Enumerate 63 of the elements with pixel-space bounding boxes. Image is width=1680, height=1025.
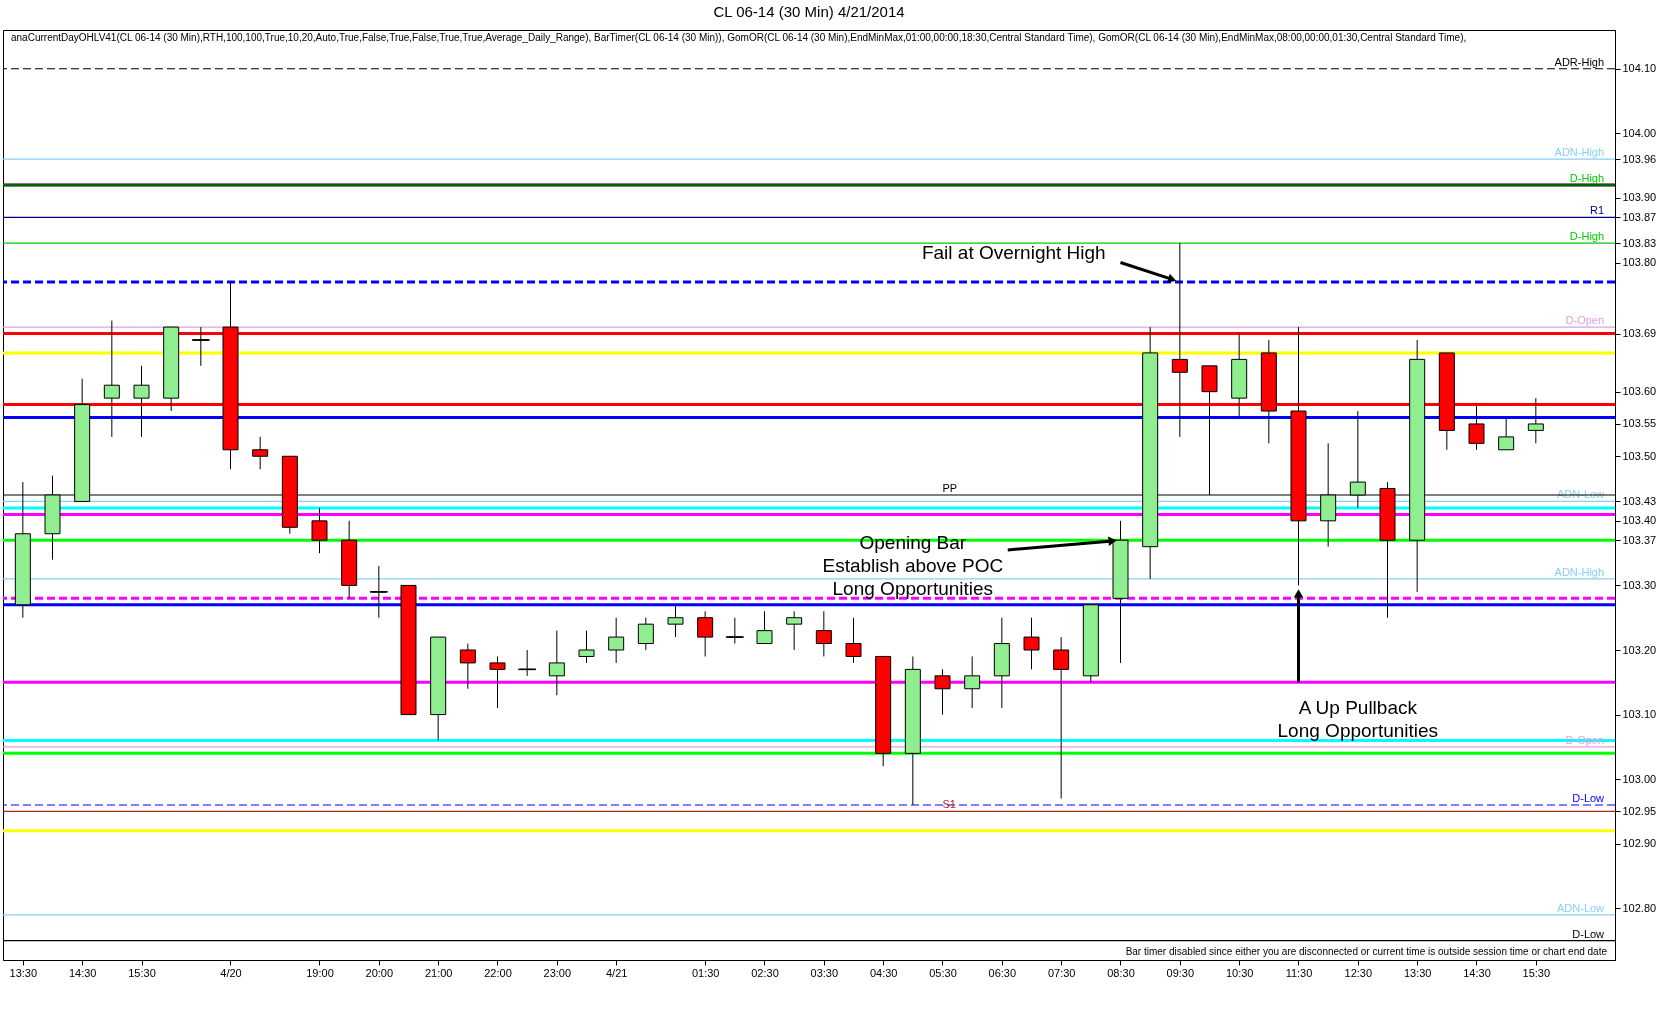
y-tick-label: 104.00 — [1622, 126, 1657, 139]
annotation: Fail at Overnight High — [921, 241, 1106, 263]
x-tick-label: 07:30 — [1047, 966, 1076, 979]
y-tick-label: 102.95 — [1622, 804, 1657, 817]
y-tick-label: 103.00 — [1622, 772, 1657, 785]
ref-line-label: D-Open — [1565, 733, 1605, 746]
ref-line-label: R1 — [1590, 204, 1605, 217]
y-tick-label: 103.60 — [1622, 385, 1657, 398]
ref-line-label: ADN-High — [1554, 565, 1605, 578]
x-tick-label: 13:30 — [9, 966, 38, 979]
y-tick-label: 103.80 — [1622, 256, 1657, 268]
x-tick-label: 14:30 — [68, 966, 97, 979]
ref-line-label: ADR-High — [1554, 55, 1605, 68]
ref-line-label: D-Low — [1572, 792, 1605, 804]
annotation: Bar timer disabled since either you are disconnected or current time is outside session time or chart end date — [1125, 946, 1608, 957]
ref-line-label: ADN-High — [1554, 146, 1605, 159]
x-tick-label: 21:00 — [424, 966, 453, 979]
x-tick-label: 23:00 — [543, 966, 572, 979]
x-tick-label: 01:30 — [691, 966, 720, 979]
ref-line-label: D-Low — [1572, 927, 1605, 940]
x-tick-label: 09:30 — [1166, 966, 1195, 979]
y-tick-label: 103.90 — [1622, 191, 1657, 204]
x-tick-label: 14:30 — [1463, 966, 1491, 979]
y-tick-label: 103.55 — [1622, 417, 1657, 430]
x-tick-label: 10:30 — [1225, 966, 1254, 979]
x-tick-label: 13:30 — [1403, 966, 1432, 979]
x-tick-label: 11:30 — [1285, 966, 1313, 979]
x-tick-label: 08:30 — [1107, 966, 1135, 979]
x-tick-label: 20:00 — [365, 966, 394, 979]
ref-line-label: PP — [942, 482, 958, 494]
y-tick-label: 103.30 — [1622, 578, 1657, 591]
y-tick-label: 103.20 — [1622, 643, 1657, 656]
x-tick-label: 15:30 — [1522, 966, 1551, 979]
annotation: anaCurrentDayOHLV41(CL 06-14 (30 Min),RTH,100,100,True,10,20,Auto,True,False,True,False,True,True,Average_Daily_Range), BarTimer(CL 06-14 (30 Min)), GomOR(CL 06-14 (30 Min),EndMinMax,01:00,00:00,18:30,Central Standard Time), GomOR(CL 06-14 (30 Min),EndMinMax,08:00,00:00,01:30,Central Standard Time), — [11, 32, 1467, 43]
ref-line-label: D-High — [1569, 230, 1605, 243]
y-tick-label: 103.50 — [1622, 449, 1657, 462]
ref-line-label: ADN-Low — [1556, 901, 1605, 914]
x-tick-label: 19:00 — [306, 966, 334, 979]
x-tick-label: 03:30 — [810, 966, 839, 979]
annotation: A Up Pullback Long Opportunities — [1277, 697, 1439, 742]
y-tick-label: 103.10 — [1622, 708, 1657, 721]
y-tick-label: 103.69 — [1622, 327, 1657, 340]
x-tick-label: 15:30 — [128, 966, 156, 979]
chart-title: CL 06-14 (30 Min) 4/21/2014 — [713, 3, 905, 20]
x-tick-label: 4/21 — [605, 966, 628, 979]
x-tick-label: 06:30 — [988, 966, 1017, 979]
ref-line-label: D-Open — [1565, 314, 1605, 327]
x-tick-label: 12:30 — [1344, 966, 1373, 979]
x-tick-label: 22:00 — [484, 966, 512, 979]
y-tick-label: 103.83 — [1622, 236, 1657, 249]
y-tick-label: 103.43 — [1622, 494, 1657, 507]
x-tick-label: 04:30 — [869, 966, 898, 979]
x-tick-label: 4/20 — [220, 966, 242, 979]
y-tick-label: 103.87 — [1622, 210, 1657, 223]
y-tick-label: 103.37 — [1622, 533, 1657, 546]
y-tick-label: 104.10 — [1622, 62, 1657, 75]
y-tick-label: 103.96 — [1622, 152, 1657, 165]
y-tick-label: 102.80 — [1622, 901, 1657, 914]
ref-line-label: D-High — [1569, 172, 1605, 184]
y-tick-label: 103.40 — [1622, 514, 1657, 527]
y-tick-label: 102.90 — [1622, 837, 1657, 850]
x-tick-label: 02:30 — [751, 966, 779, 979]
x-tick-label: 05:30 — [929, 966, 957, 979]
